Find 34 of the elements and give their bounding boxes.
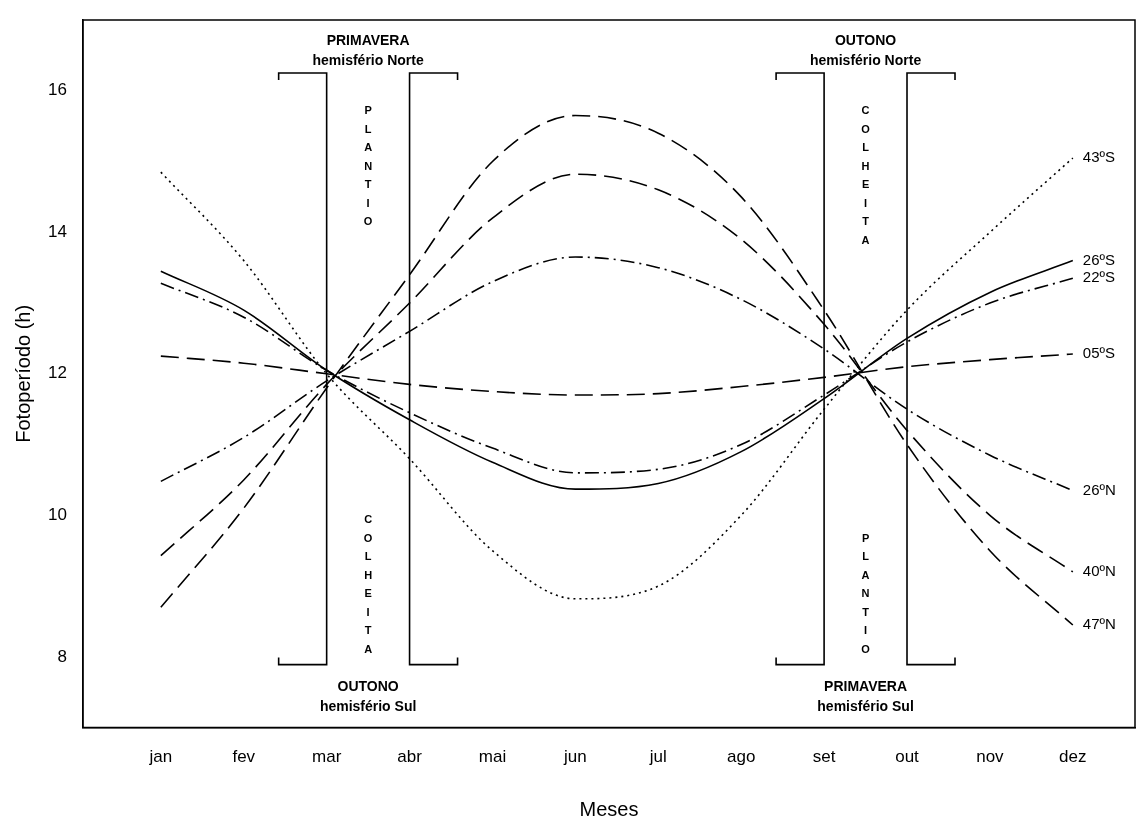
series-label: 05ºS: [1082, 344, 1115, 362]
series-label: 43ºS: [1082, 148, 1115, 166]
y-tick-label: 14: [47, 221, 67, 241]
y-tick-label: 10: [47, 505, 67, 525]
x-tick-label: jun: [563, 747, 587, 767]
y-tick-label: 16: [47, 80, 67, 100]
x-tick-label: abr: [397, 747, 423, 767]
x-axis-title: Meses: [579, 797, 639, 820]
series-label: 47ºN: [1082, 615, 1116, 633]
x-tick-label: dez: [1059, 747, 1087, 767]
x-tick-label: out: [895, 747, 920, 767]
series-label: 26ºS: [1082, 250, 1115, 268]
x-tick-label: mai: [478, 747, 507, 767]
series-label: 26ºN: [1082, 480, 1116, 498]
x-tick-label: fev: [232, 747, 256, 767]
series-label: 40ºN: [1082, 562, 1116, 580]
annotation: PRIMAVERA hemisfério Norte: [312, 31, 424, 68]
annotation: PLANTIO: [861, 531, 871, 655]
y-axis-title: Fotoperíodo (h): [11, 304, 34, 443]
y-tick-label: 8: [57, 646, 67, 666]
x-tick-label: ago: [727, 747, 756, 767]
y-tick-label: 12: [47, 363, 67, 383]
annotation: OUTONO hemisfério Norte: [809, 31, 922, 68]
x-tick-label: jul: [648, 747, 667, 767]
annotation: COLHEITA: [363, 513, 373, 655]
x-tick-label: mar: [312, 747, 342, 767]
annotation: PLANTIO: [363, 104, 373, 228]
series-label: 22ºS: [1082, 268, 1115, 286]
x-tick-label: set: [812, 747, 836, 767]
x-tick-label: nov: [976, 747, 1005, 767]
x-tick-label: jan: [148, 747, 173, 767]
annotation: PRIMAVERA hemisfério Sul: [817, 678, 914, 715]
annotation: COLHEITA: [861, 104, 871, 246]
annotation: OUTONO hemisfério Sul: [319, 678, 417, 715]
